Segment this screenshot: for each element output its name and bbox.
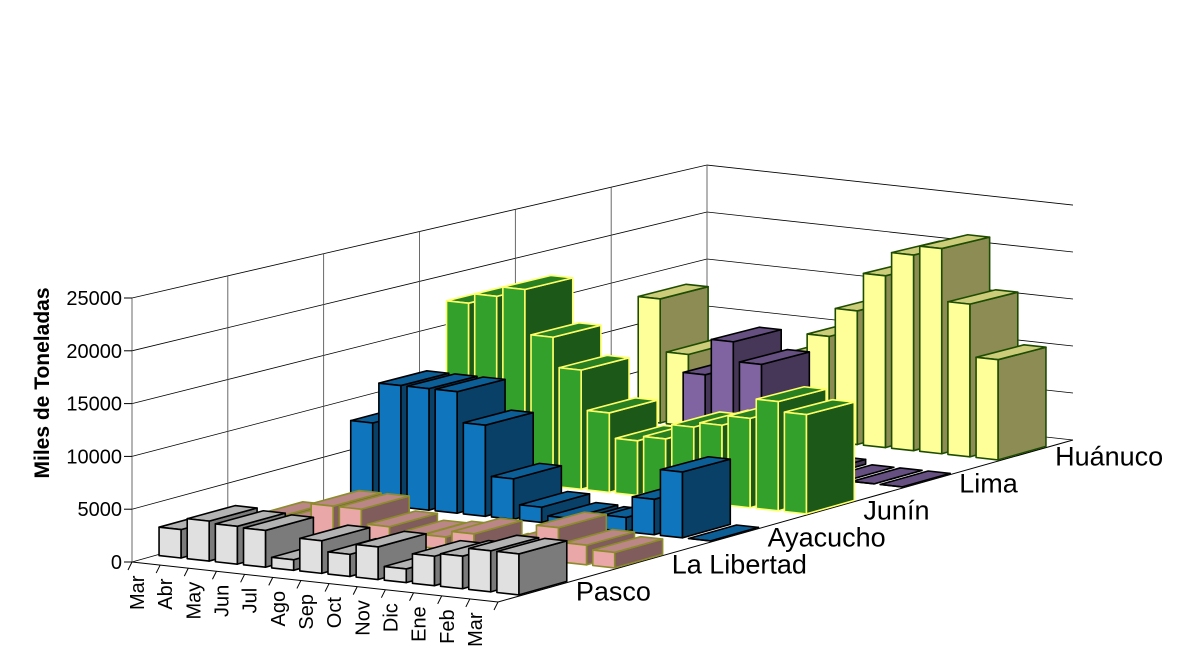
series-label: Pasco bbox=[576, 577, 651, 607]
series-label: Lima bbox=[959, 469, 1019, 499]
y-tick-label: 0 bbox=[111, 552, 122, 574]
x-tick-mark bbox=[212, 571, 217, 580]
y-tick-label: 25000 bbox=[66, 288, 122, 310]
series-label: Ayacucho bbox=[768, 523, 886, 553]
bars bbox=[158, 233, 1047, 596]
x-tick-mark bbox=[268, 577, 274, 586]
x-tick-label: Nov bbox=[352, 600, 374, 636]
x-tick-label: Mar bbox=[127, 575, 149, 610]
x-tick-mark bbox=[409, 592, 414, 601]
y-tick-label: 20000 bbox=[66, 341, 122, 363]
bar bbox=[496, 537, 568, 596]
x-tick-mark bbox=[240, 574, 246, 583]
y-tick-label: 15000 bbox=[66, 394, 122, 416]
bar bbox=[659, 455, 732, 539]
chart-grid bbox=[131, 164, 1074, 603]
x-tick-label: Oct bbox=[324, 597, 346, 629]
x-tick-label: Sep bbox=[296, 594, 318, 630]
x-tick-label: May bbox=[183, 582, 205, 620]
gridline bbox=[706, 164, 1074, 206]
x-tick-mark bbox=[352, 586, 358, 595]
x-tick-mark bbox=[324, 583, 330, 592]
x-tick-mark bbox=[296, 580, 302, 589]
bar bbox=[687, 524, 760, 542]
x-tick-label: Jul bbox=[240, 588, 262, 614]
x-tick-mark bbox=[465, 598, 471, 608]
x-tick-mark bbox=[127, 561, 133, 571]
x-tick-label: Feb bbox=[437, 609, 459, 643]
x-axis: Mar Abr May Jun Jul Ago Sep Oct Nov Dic Ene Feb Mar bbox=[127, 561, 499, 647]
floor-edge bbox=[131, 561, 499, 603]
y-axis-label: Miles de Toneladas bbox=[31, 288, 54, 479]
bar bbox=[783, 398, 856, 515]
floor-edge bbox=[497, 439, 1074, 603]
x-tick-label: Mar bbox=[465, 612, 487, 647]
series-label: Huánuco bbox=[1055, 442, 1163, 472]
y-tick-label: 5000 bbox=[78, 499, 123, 521]
bar bbox=[591, 535, 664, 569]
bar bbox=[879, 470, 951, 488]
series-label: La Libertad bbox=[672, 550, 807, 580]
gridline bbox=[706, 211, 1074, 253]
x-tick-mark bbox=[493, 601, 499, 611]
x-tick-label: Jun bbox=[212, 585, 234, 617]
y-axis: 0 5000 10000 15000 20000 25000 bbox=[66, 288, 132, 574]
x-tick-mark bbox=[437, 595, 443, 605]
series-label: Junín bbox=[863, 496, 929, 526]
bar bbox=[242, 514, 315, 569]
bar bbox=[975, 344, 1047, 461]
x-tick-label: Ago bbox=[268, 591, 290, 627]
y-tick-label: 10000 bbox=[66, 446, 122, 468]
x-tick-label: Dic bbox=[380, 603, 402, 632]
x-tick-label: Abr bbox=[155, 578, 177, 609]
bar bbox=[851, 467, 923, 485]
x-tick-label: Ene bbox=[409, 606, 431, 642]
x-tick-mark bbox=[183, 567, 189, 577]
x-tick-mark bbox=[380, 589, 386, 598]
x-tick-mark bbox=[155, 564, 161, 574]
